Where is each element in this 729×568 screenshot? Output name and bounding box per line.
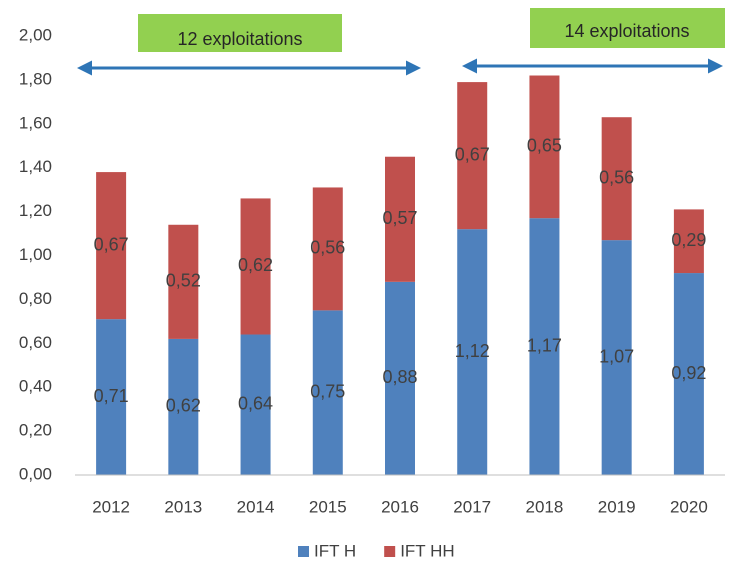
bar-segment	[457, 82, 488, 230]
y-tick-label: 1,60	[19, 113, 52, 132]
bar-segment	[529, 218, 560, 475]
data-label: 0,56	[310, 238, 345, 258]
bar-segment	[240, 334, 271, 475]
data-label: 1,12	[455, 341, 490, 361]
x-tick-label: 2015	[309, 497, 347, 516]
data-label: 0,57	[382, 208, 417, 228]
annotation-box	[138, 14, 342, 52]
legend-label: IFT H	[314, 541, 356, 560]
bar-segment	[529, 75, 560, 219]
x-tick-label: 2016	[381, 497, 419, 516]
y-tick-label: 0,40	[19, 377, 52, 396]
legend-swatch	[298, 546, 309, 557]
x-tick-label: 2012	[92, 497, 130, 516]
data-label: 0,56	[599, 167, 634, 187]
bar-segment	[240, 198, 271, 335]
y-tick-label: 0,00	[19, 464, 52, 483]
x-tick-label: 2013	[164, 497, 202, 516]
bar-segment	[312, 310, 343, 475]
bar-segment	[601, 240, 632, 475]
y-tick-label: 1,80	[19, 69, 52, 88]
data-label: 0,71	[94, 386, 129, 406]
annotation-box	[530, 8, 725, 48]
data-label: 0,65	[527, 136, 562, 156]
data-label: 0,29	[671, 230, 706, 250]
x-tick-label: 2014	[237, 497, 275, 516]
legend-label: IFT HH	[400, 541, 454, 560]
bar-segment	[385, 156, 415, 282]
data-label: 0,67	[455, 144, 490, 164]
data-label: 1,17	[527, 335, 562, 355]
x-tick-label: 2020	[670, 497, 708, 516]
bar-segment	[457, 229, 488, 475]
y-tick-label: 1,00	[19, 245, 52, 264]
bar-segment	[673, 209, 704, 274]
data-label: 0,62	[166, 396, 201, 416]
y-tick-label: 0,60	[19, 333, 52, 352]
y-tick-label: 1,20	[19, 201, 52, 220]
data-label: 1,07	[599, 346, 634, 366]
bar-segment	[385, 281, 415, 475]
annotation: 12 exploitations	[177, 29, 302, 49]
bar-segment	[168, 224, 199, 339]
bar-segment	[673, 273, 704, 475]
bar-segment	[96, 319, 127, 475]
data-label: 0,92	[671, 363, 706, 383]
bar-segment	[168, 338, 199, 475]
data-label: 0,64	[238, 394, 273, 414]
data-label: 0,75	[310, 381, 345, 401]
bar-segment	[96, 172, 127, 320]
data-label: 0,62	[238, 255, 273, 275]
bar-segment	[312, 187, 343, 311]
x-tick-label: 2018	[526, 497, 564, 516]
y-tick-label: 2,00	[19, 25, 52, 44]
data-label: 0,67	[94, 234, 129, 254]
y-tick-label: 1,40	[19, 157, 52, 176]
x-tick-label: 2017	[453, 497, 491, 516]
data-label: 0,52	[166, 271, 201, 291]
y-tick-label: 0,80	[19, 289, 52, 308]
x-tick-label: 2019	[598, 497, 636, 516]
data-label: 0,88	[382, 367, 417, 387]
bar-segment	[601, 117, 632, 241]
legend-swatch	[384, 546, 396, 557]
annotation: 14 exploitations	[564, 21, 689, 41]
y-tick-label: 0,20	[19, 421, 52, 440]
